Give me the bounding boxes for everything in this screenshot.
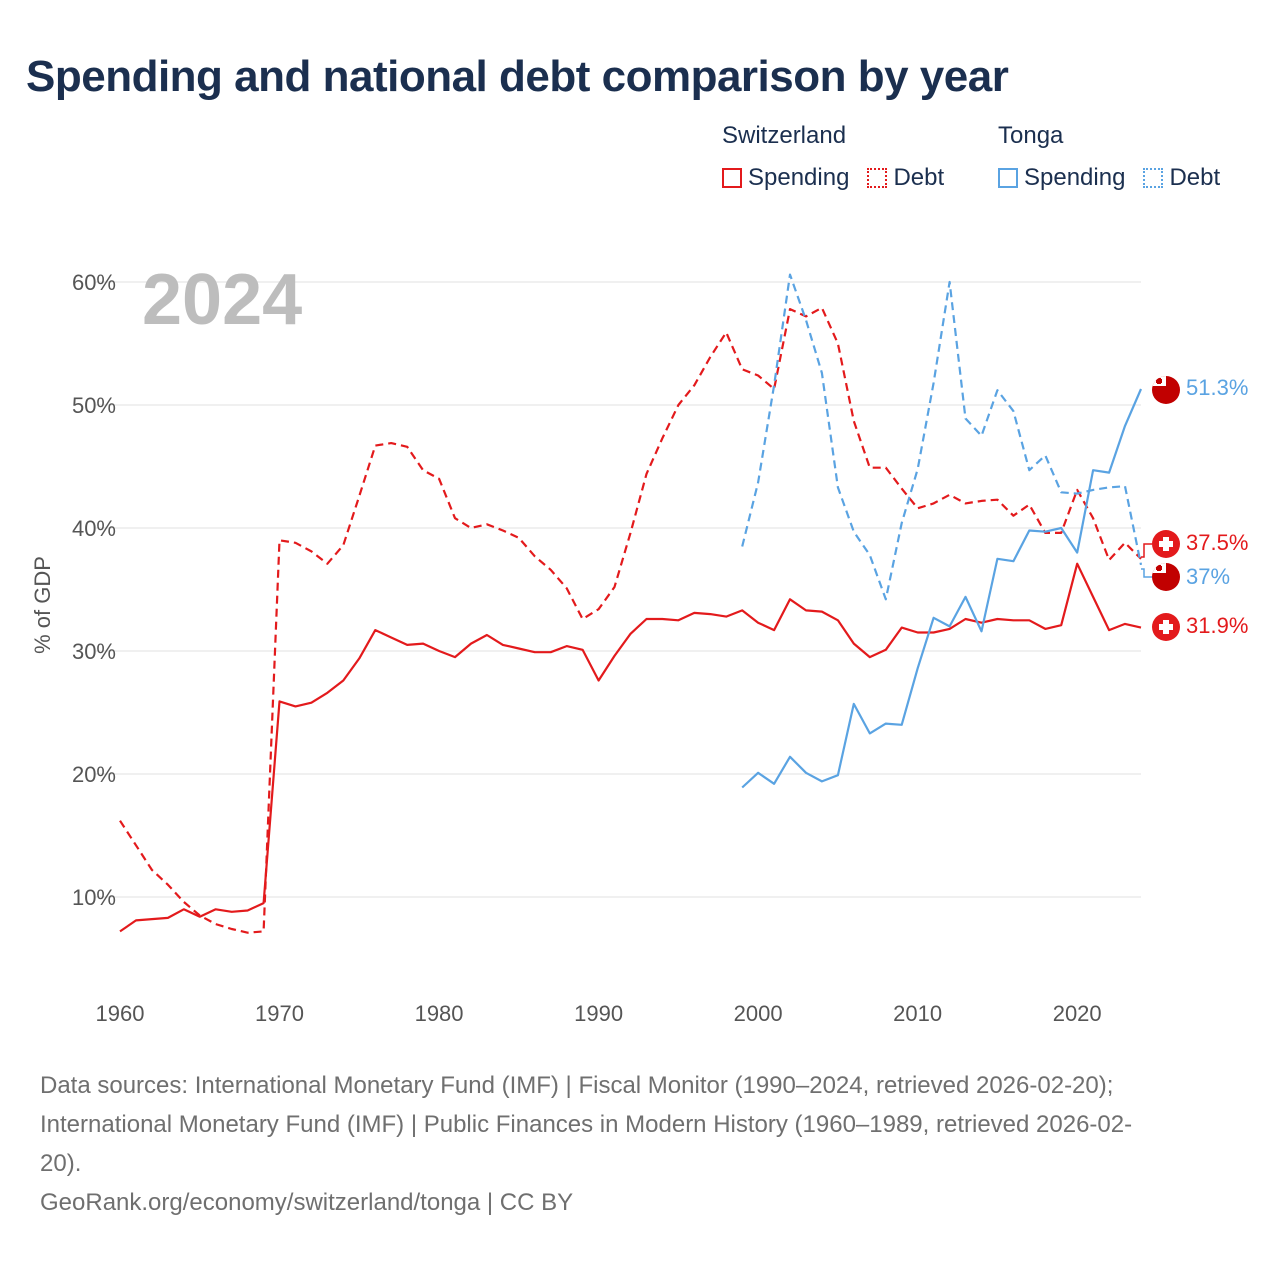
source-notes: Data sources: International Monetary Fun… (40, 1066, 1240, 1222)
y-tick-label: 30% (72, 639, 116, 664)
legend-swatch-dotted-icon (867, 168, 888, 188)
series-line-switzerland-debt[interactable] (119, 306, 1142, 934)
end-marker-switzerland-spending: 31.9% (1152, 613, 1248, 641)
x-tick-label: 1980 (415, 1001, 464, 1026)
end-label: 37.5% (1186, 530, 1248, 555)
legend-item-switzerland-debt[interactable]: Debt (867, 164, 944, 192)
legend-swatch-solid-icon (998, 168, 1018, 188)
legend-group-tonga: Tonga Spending Debt (998, 122, 1238, 192)
x-tick-label: 2020 (1053, 1001, 1102, 1026)
y-axis-label: % of GDP (30, 556, 55, 654)
credit-line[interactable]: GeoRank.org/economy/switzerland/tonga | … (40, 1189, 574, 1216)
legend-country-tonga: Tonga (998, 122, 1064, 149)
end-label: 51.3% (1186, 375, 1248, 400)
y-tick-label: 50% (72, 393, 116, 418)
legend-swatch-dotted-icon (1143, 168, 1164, 188)
legend-item-tonga-debt[interactable]: Debt (1143, 164, 1220, 192)
end-label: 31.9% (1186, 613, 1248, 638)
x-tick-label: 1990 (574, 1001, 623, 1026)
series-line-switzerland-spending[interactable] (119, 562, 1142, 933)
legend-swatch-solid-icon (722, 168, 742, 188)
source-line: 20). (40, 1150, 82, 1177)
year-watermark: 2024 (142, 260, 302, 340)
x-tick-label: 2000 (734, 1001, 783, 1026)
line-chart: 10% 20% 30% 40% 50% 60% 1960 1970 1980 1990 2000 2… (30, 260, 1248, 1026)
source-line: International Monetary Fund (IMF) | Publ… (40, 1111, 1133, 1138)
x-tick-label: 1970 (255, 1001, 304, 1026)
end-marker-switzerland-debt: 37.5% (1141, 530, 1248, 558)
end-marker-tonga-debt: 37% (1141, 563, 1230, 591)
y-tick-label: 20% (72, 762, 116, 787)
legend-group-switzerland: Switzerland Spending Debt (722, 122, 962, 192)
end-label: 37% (1186, 564, 1230, 589)
series-line-tonga-debt[interactable] (741, 273, 1143, 601)
legend-label: Spending (748, 164, 850, 191)
source-line: Data sources: International Monetary Fun… (40, 1072, 1114, 1099)
legend-label: Debt (1169, 164, 1221, 191)
y-tick-label: 40% (72, 516, 116, 541)
x-tick-label: 2010 (893, 1001, 942, 1026)
legend-label: Debt (893, 164, 945, 191)
legend-label: Spending (1024, 164, 1126, 191)
end-marker-tonga-spending: 51.3% (1152, 375, 1248, 404)
legend-item-tonga-spending[interactable]: Spending (998, 164, 1125, 192)
x-tick-label: 1960 (96, 1001, 145, 1026)
chart-title: Spending and national debt comparison by… (26, 52, 1009, 101)
y-tick-label: 10% (72, 885, 116, 910)
legend-country-switzerland: Switzerland (722, 122, 847, 149)
legend-item-switzerland-spending[interactable]: Spending (722, 164, 849, 192)
series-line-tonga-spending[interactable] (741, 388, 1143, 789)
y-tick-label: 60% (72, 270, 116, 295)
